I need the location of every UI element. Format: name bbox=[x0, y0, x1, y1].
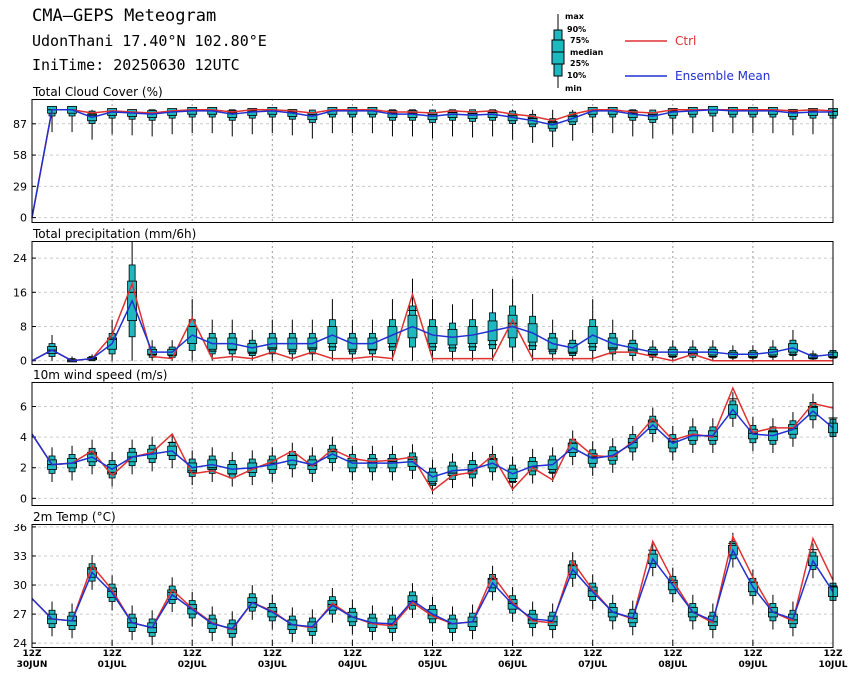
x-tick-hour: 12Z bbox=[22, 649, 42, 659]
y-tick-label: 4 bbox=[20, 431, 27, 444]
y-tick-label: 87 bbox=[13, 118, 27, 131]
y-tick-label: 0 bbox=[20, 212, 27, 223]
y-tick-label: 30 bbox=[13, 579, 27, 592]
y-tick-label: 24 bbox=[13, 252, 27, 265]
x-tick-date: 04JUL bbox=[338, 660, 367, 670]
x-tick-hour: 12Z bbox=[663, 649, 683, 659]
x-tick-hour: 12Z bbox=[583, 649, 603, 659]
x-tick-date: 10JUL bbox=[819, 660, 848, 670]
x-tick-date: 07JUL bbox=[578, 660, 607, 670]
panel-frame bbox=[31, 241, 834, 365]
y-tick-label: 16 bbox=[13, 286, 27, 299]
ctrl-line bbox=[31, 281, 833, 362]
x-tick-hour: 12Z bbox=[503, 649, 523, 659]
x-tick-hour: 12Z bbox=[743, 649, 763, 659]
y-tick-label: 58 bbox=[13, 149, 27, 162]
init-time-label: IniTime: 20250630 12UTC bbox=[32, 56, 240, 74]
precip-panel-title: Total precipitation (mm/6h) bbox=[33, 227, 197, 241]
x-tick-date: 08JUL bbox=[658, 660, 687, 670]
time-axis: 12Z30JUN12Z01JUL12Z02JUL12Z03JUL12Z04JUL… bbox=[17, 640, 848, 670]
x-tick-date: 05JUL bbox=[418, 660, 447, 670]
legend-min: min bbox=[565, 84, 582, 92]
temp-panel-title: 2m Temp (°C) bbox=[33, 510, 116, 524]
x-tick-date: 09JUL bbox=[738, 660, 767, 670]
y-tick-label: 2 bbox=[20, 462, 27, 475]
x-tick-date: 06JUL bbox=[498, 660, 527, 670]
x-tick-hour: 12Z bbox=[823, 649, 843, 659]
legend-p10: 10% bbox=[567, 71, 586, 80]
y-tick-label: 29 bbox=[13, 180, 27, 193]
legend-max: max bbox=[565, 12, 585, 21]
y-tick-label: 8 bbox=[20, 321, 27, 334]
x-tick-date: 02JUL bbox=[178, 660, 207, 670]
x-tick-date: 03JUL bbox=[258, 660, 287, 670]
page-title: CMA—GEPS Meteogram bbox=[32, 6, 217, 26]
wind-panel-title: 10m wind speed (m/s) bbox=[33, 368, 168, 382]
x-tick-hour: 12Z bbox=[183, 649, 203, 659]
y-tick-label: 0 bbox=[20, 492, 27, 505]
x-tick-hour: 12Z bbox=[103, 649, 123, 659]
legend-p75: 75% bbox=[570, 36, 589, 45]
y-tick-label: 0 bbox=[20, 355, 27, 365]
y-tick-label: 33 bbox=[13, 550, 27, 563]
y-tick-label: 24 bbox=[13, 637, 27, 648]
mean-line bbox=[31, 548, 834, 630]
legend-ctrl: Ctrl bbox=[675, 34, 697, 48]
mean-line bbox=[31, 408, 834, 478]
x-tick-date: 01JUL bbox=[98, 660, 127, 670]
x-tick-hour: 12Z bbox=[423, 649, 443, 659]
panel-frame bbox=[31, 382, 834, 506]
wind-speed-panel: 0 2 4 6 bbox=[20, 382, 838, 506]
x-tick-date: 30JUN bbox=[17, 660, 48, 670]
y-tick-label: 6 bbox=[20, 400, 27, 413]
legend-ensemble-mean: Ensemble Mean bbox=[675, 69, 771, 83]
legend-median: median bbox=[570, 48, 604, 57]
mean-line bbox=[31, 298, 834, 362]
station-label: UdonThani 17.40°N 102.80°E bbox=[32, 32, 267, 50]
legend-p90: 90% bbox=[567, 25, 586, 34]
box-legend: max 90% 75% median 25% 10% min bbox=[551, 12, 604, 92]
legend-p25: 25% bbox=[570, 59, 589, 68]
panel-frame bbox=[31, 524, 834, 648]
cloud-cover-panel: 0 29 58 87 bbox=[13, 99, 838, 223]
cloud-panel-title: Total Cloud Cover (%) bbox=[33, 85, 163, 99]
mean-line bbox=[31, 109, 833, 218]
line-legend: Ctrl Ensemble Mean bbox=[622, 30, 792, 90]
precipitation-panel: 0 8 16 24 bbox=[13, 241, 838, 365]
panel-frame bbox=[31, 99, 834, 223]
x-tick-hour: 12Z bbox=[343, 649, 363, 659]
y-tick-label: 27 bbox=[13, 608, 27, 621]
y-tick-label: 36 bbox=[13, 524, 27, 534]
temperature-panel: 24 27 30 33 36 bbox=[13, 524, 838, 648]
x-tick-hour: 12Z bbox=[263, 649, 283, 659]
